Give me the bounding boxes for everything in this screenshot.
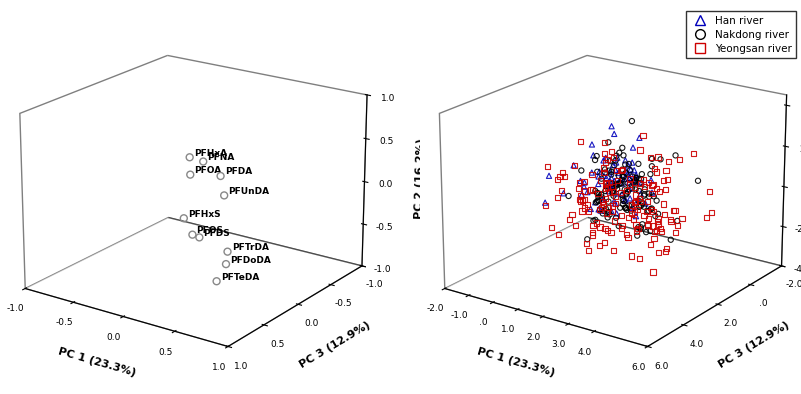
Y-axis label: PC 3 (12.9%): PC 3 (12.9%) [717, 320, 791, 370]
X-axis label: PC 1 (23.3%): PC 1 (23.3%) [477, 346, 557, 378]
X-axis label: PC 1 (23.3%): PC 1 (23.3%) [57, 346, 137, 378]
Legend: Han river, Nakdong river, Yeongsan river: Han river, Nakdong river, Yeongsan river [686, 11, 795, 58]
Y-axis label: PC 3 (12.9%): PC 3 (12.9%) [297, 320, 372, 370]
